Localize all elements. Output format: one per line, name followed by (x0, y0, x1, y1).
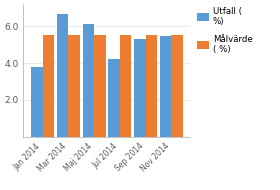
Bar (43, 35, 54, 137)
Bar (171, 35, 183, 137)
Bar (68, 35, 80, 137)
Bar (134, 39, 146, 137)
Bar (94, 35, 106, 137)
Bar (57, 14, 68, 137)
Bar (146, 35, 157, 137)
Bar (108, 59, 120, 137)
Legend: Utfall (
%), Målvärde
( %): Utfall ( %), Målvärde ( %) (196, 6, 253, 55)
Bar (160, 36, 171, 137)
Bar (31, 67, 43, 137)
Bar (120, 35, 131, 137)
Bar (83, 25, 94, 137)
